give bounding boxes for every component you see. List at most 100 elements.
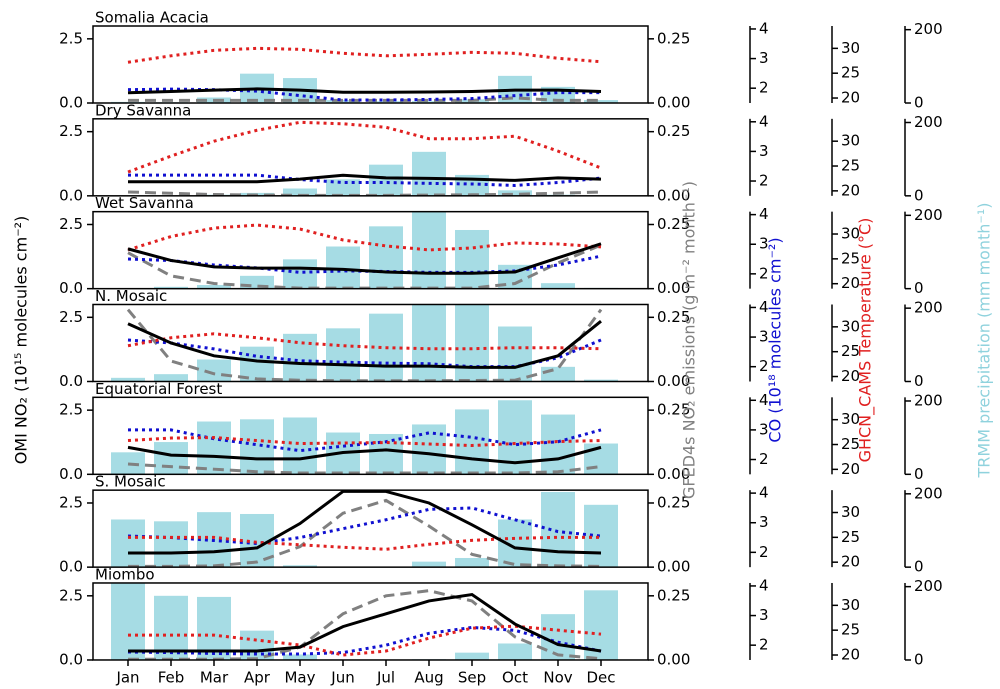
bar <box>541 614 575 660</box>
bar <box>111 377 145 382</box>
bar <box>326 179 360 196</box>
panel <box>127 211 618 289</box>
line <box>127 242 602 275</box>
y-tick-label: 0.0 <box>59 186 83 204</box>
line <box>128 589 602 660</box>
panel-title: Somalia Acacia <box>95 9 209 27</box>
y-tick-label: 30 <box>841 132 860 150</box>
axis-label: TRMM precipitation (mm month⁻¹) <box>975 203 994 479</box>
y-tick-label: 3 <box>759 49 769 67</box>
bar <box>111 519 145 568</box>
y-tick-label: 2.5 <box>59 586 83 604</box>
panel <box>111 490 618 568</box>
x-tick-label: Sep <box>458 668 486 686</box>
y-tick-label: 2 <box>759 172 769 190</box>
y-tick-label: 25 <box>841 342 860 360</box>
line <box>127 332 602 351</box>
y-tick-label: 0.25 <box>657 493 690 511</box>
y-tick-label: 2 <box>759 636 769 654</box>
x-tick-label: Dec <box>586 668 615 686</box>
panel <box>111 400 618 475</box>
y-tick-label: 0.00 <box>657 186 690 204</box>
y-tick-label: 4 <box>759 112 769 130</box>
line <box>127 320 602 369</box>
bar <box>541 366 575 382</box>
line <box>127 506 602 545</box>
line <box>127 445 602 465</box>
bar <box>498 643 532 660</box>
bar <box>541 491 575 568</box>
y-tick-label: 30 <box>841 410 860 428</box>
bar <box>584 379 618 382</box>
y-tick-label: 0 <box>914 94 924 112</box>
y-tick-label: 25 <box>841 249 860 267</box>
axis-label: OMI NO₂ (10¹⁵ molecules cm⁻²) <box>12 216 31 465</box>
y-tick-label: 25 <box>841 528 860 546</box>
axis-label: GHCN_CAMS Temperature (°C) <box>856 218 876 463</box>
y-tick-label: 0.25 <box>657 215 690 233</box>
line <box>127 120 602 174</box>
frame <box>92 396 649 476</box>
y-tick-label: 0 <box>914 186 924 204</box>
y-tick-label: 2.5 <box>59 122 83 140</box>
y-tick-label: 4 <box>759 391 769 409</box>
y-tick-label: 3 <box>759 328 769 346</box>
x-tick-label: Jan <box>115 668 139 686</box>
bar <box>283 654 317 660</box>
y-tick-label: 25 <box>841 64 860 82</box>
y-tick-label: 2.5 <box>59 215 83 233</box>
x-tick-label: Jul <box>376 668 395 686</box>
bar <box>455 304 489 382</box>
y-tick-label: 2 <box>759 79 769 97</box>
y-tick-label: 3 <box>759 142 769 160</box>
y-tick-label: 25 <box>841 621 860 639</box>
axis-label: GFED4s NO₂ emissions (g m⁻² month⁻¹) <box>680 181 699 499</box>
line <box>128 490 602 555</box>
y-tick-label: 25 <box>841 157 860 175</box>
y-tick-label: 200 <box>914 20 943 38</box>
y-tick-label: 2 <box>759 450 769 468</box>
bar <box>197 284 231 289</box>
y-tick-label: 0.25 <box>657 401 690 419</box>
y-tick-label: 200 <box>914 206 943 224</box>
bar <box>498 190 532 196</box>
frame <box>92 303 649 383</box>
y-tick-label: 20 <box>841 460 860 478</box>
bar <box>326 328 360 382</box>
line <box>127 223 602 252</box>
y-tick-label: 0.00 <box>657 558 690 576</box>
line <box>127 436 602 448</box>
x-tick-label: May <box>284 668 315 686</box>
y-tick-label: 2 <box>759 357 769 375</box>
line <box>128 592 602 653</box>
y-tick-label: 3 <box>759 606 769 624</box>
y-tick-label: 20 <box>841 553 860 571</box>
y-tick-label: 30 <box>841 225 860 243</box>
y-tick-label: 0.0 <box>59 279 83 297</box>
bar <box>154 595 188 660</box>
line <box>127 46 602 64</box>
y-tick-label: 4 <box>759 484 769 502</box>
y-tick-label: 0.00 <box>657 94 690 112</box>
y-tick-label: 30 <box>841 39 860 57</box>
x-tick-label: Apr <box>244 668 271 686</box>
line <box>128 535 601 551</box>
frame <box>92 582 649 661</box>
y-tick-label: 0.00 <box>657 650 690 668</box>
bar <box>541 283 575 289</box>
bar <box>412 101 446 103</box>
y-tick-label: 0.25 <box>657 122 690 140</box>
y-tick-label: 2.5 <box>59 401 83 419</box>
line <box>127 462 602 475</box>
frame <box>92 489 649 568</box>
x-tick-label: Nov <box>543 668 572 686</box>
frame <box>92 25 649 104</box>
y-tick-label: 20 <box>841 367 860 385</box>
axis-label: CO (10¹⁸ molecules cm⁻²) <box>766 237 785 442</box>
y-tick-label: 200 <box>914 577 943 595</box>
bar <box>455 652 489 660</box>
line <box>127 338 602 369</box>
line <box>127 190 602 196</box>
y-tick-label: 0 <box>914 650 924 668</box>
panel-title: Equatorial Forest <box>95 380 222 398</box>
